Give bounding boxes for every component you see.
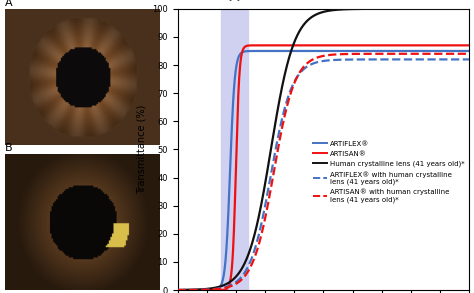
Text: B: B: [5, 143, 12, 153]
Y-axis label: Transmittance (%): Transmittance (%): [137, 105, 146, 194]
Text: A: A: [5, 0, 12, 8]
Bar: [221, 9, 247, 290]
Legend: ARTIFLEX®, ARTISAN®, Human crystalline lens (41 years old)*, ARTIFLEX® with huma: ARTIFLEX®, ARTISAN®, Human crystalline l…: [312, 139, 466, 205]
